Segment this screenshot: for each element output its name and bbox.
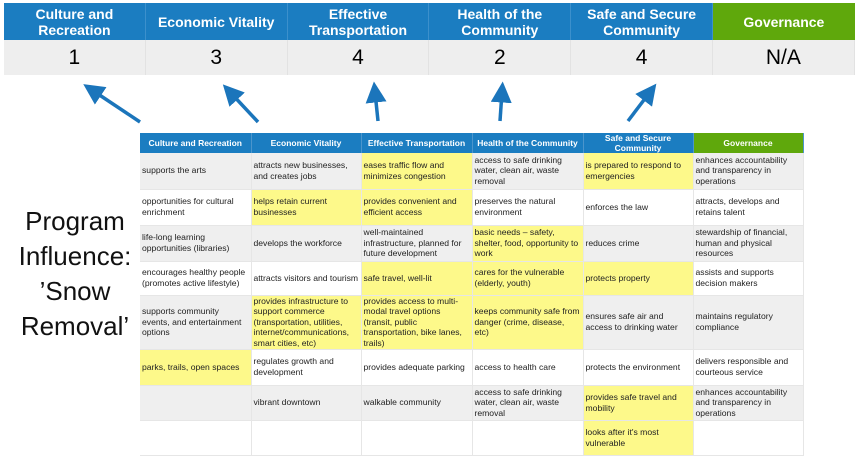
table-cell: eases traffic flow and minimizes congest… bbox=[361, 153, 473, 190]
table-cell: parks, trails, open spaces bbox=[140, 349, 252, 386]
table-cell: walkable community bbox=[361, 385, 473, 421]
arrow-icon bbox=[490, 81, 512, 122]
table-cell: safe travel, well-lit bbox=[361, 261, 473, 296]
table-cell: provides infrastructure to support comme… bbox=[251, 295, 362, 350]
table-cell: enhances accountability and transparency… bbox=[693, 385, 804, 421]
table-cell: cares for the vulnerable (elderly, youth… bbox=[472, 261, 584, 296]
table-cell: provides access to multi-modal travel op… bbox=[361, 295, 473, 350]
summary-header: Health of the Community bbox=[429, 3, 572, 40]
table-cell: supports community events, and entertain… bbox=[140, 295, 252, 350]
table-cell: ensures safe air and access to drinking … bbox=[583, 295, 694, 350]
arrow-icon bbox=[365, 81, 387, 122]
table-cell: looks after it's most vulnerable bbox=[583, 420, 694, 456]
table-cell: enhances accountability and transparency… bbox=[693, 153, 804, 190]
summary-score: 1 bbox=[4, 40, 146, 75]
column-header: Safe and Secure Community bbox=[583, 133, 694, 153]
summary-header: Economic Vitality bbox=[145, 3, 288, 40]
table-cell bbox=[251, 420, 362, 456]
table-cell: access to safe drinking water, clean air… bbox=[472, 153, 584, 190]
table-cell: helps retain current businesses bbox=[251, 189, 362, 226]
table-cell: life-long learning opportunities (librar… bbox=[140, 225, 252, 262]
summary-score: N/A bbox=[712, 40, 855, 75]
column-header: Effective Transportation bbox=[361, 133, 473, 153]
table-cell: delivers responsible and courteous servi… bbox=[693, 349, 804, 386]
table-cell: opportunities for cultural enrichment bbox=[140, 189, 252, 226]
arrow-icon bbox=[222, 84, 260, 124]
arrow-icon bbox=[83, 84, 141, 124]
table-cell: reduces crime bbox=[583, 225, 694, 262]
summary-score: 3 bbox=[145, 40, 288, 75]
table-cell: provides adequate parking bbox=[361, 349, 473, 386]
table-row: parks, trails, open spaces regulates grow… bbox=[140, 349, 804, 386]
summary-score: 4 bbox=[287, 40, 430, 75]
table-cell: develops the workforce bbox=[251, 225, 362, 262]
summary-score: 2 bbox=[429, 40, 572, 75]
table-cell: supports the arts bbox=[140, 153, 252, 190]
table-cell: vibrant downtown bbox=[251, 385, 362, 421]
table-cell: attracts, develops and retains talent bbox=[693, 189, 804, 226]
table-cell: protects property bbox=[583, 261, 694, 296]
table-cell: attracts visitors and tourism bbox=[251, 261, 362, 296]
table-cell bbox=[472, 420, 584, 456]
table-cell: access to safe drinking water, clean air… bbox=[472, 385, 584, 421]
label-line: Removal’ bbox=[20, 311, 130, 341]
table-cell: provides safe travel and mobility bbox=[583, 385, 694, 421]
arrow-icon bbox=[626, 83, 657, 123]
table-cell bbox=[693, 420, 804, 456]
score-summary: Culture and Recreation Economic Vitality E… bbox=[4, 3, 855, 75]
column-header: Economic Vitality bbox=[251, 133, 362, 153]
label-line: Influence: bbox=[18, 241, 132, 271]
table-cell: protects the environment bbox=[583, 349, 694, 386]
table-row: looks after it's most vulnerable bbox=[140, 420, 804, 456]
label-line: ’Snow bbox=[39, 276, 111, 306]
table-cell: well-maintained infrastructure, planned … bbox=[361, 225, 473, 262]
table-row: supports the arts attracts new businesses… bbox=[140, 153, 804, 190]
table-row: opportunities for cultural enrichment hel… bbox=[140, 189, 804, 226]
summary-header: Culture and Recreation bbox=[4, 3, 146, 40]
table-cell: attracts new businesses, and creates job… bbox=[251, 153, 362, 190]
table-cell bbox=[140, 385, 252, 421]
summary-header: Effective Transportation bbox=[287, 3, 430, 40]
table-cell: maintains regulatory compliance bbox=[693, 295, 804, 350]
table-cell: assists and supports decision makers bbox=[693, 261, 804, 296]
table-cell: access to health care bbox=[472, 349, 584, 386]
column-header: Culture and Recreation bbox=[140, 133, 252, 153]
table-row: vibrant downtown walkable community access… bbox=[140, 385, 804, 421]
table-cell: keeps community safe from danger (crime,… bbox=[472, 295, 584, 350]
table-cell: is prepared to respond to emergencies bbox=[583, 153, 694, 190]
summary-score: 4 bbox=[571, 40, 713, 75]
label-line: Program bbox=[25, 206, 125, 236]
table-row: supports community events, and entertain… bbox=[140, 295, 804, 350]
table-cell: encourages healthy people (promotes acti… bbox=[140, 261, 252, 296]
table-cell bbox=[361, 420, 473, 456]
table-row: life-long learning opportunities (librar… bbox=[140, 225, 804, 262]
table-cell bbox=[140, 420, 252, 456]
table-cell: stewardship of financial, human and phys… bbox=[693, 225, 804, 262]
column-header: Health of the Community bbox=[472, 133, 584, 153]
attributes-table: Culture and Recreation Economic Vitality E… bbox=[140, 133, 804, 456]
table-cell: enforces the law bbox=[583, 189, 694, 226]
table-cell: basic needs – safety, shelter, food, opp… bbox=[472, 225, 584, 262]
table-cell: preserves the natural environment bbox=[472, 189, 584, 226]
table-cell: regulates growth and development bbox=[251, 349, 362, 386]
program-influence-label: Program Influence: ’Snow Removal’ bbox=[0, 204, 150, 344]
summary-header: Governance bbox=[712, 3, 855, 40]
column-header: Governance bbox=[693, 133, 804, 153]
summary-header: Safe and Secure Community bbox=[571, 3, 713, 40]
table-row: encourages healthy people (promotes acti… bbox=[140, 261, 804, 296]
table-cell: provides convenient and efficient access bbox=[361, 189, 473, 226]
